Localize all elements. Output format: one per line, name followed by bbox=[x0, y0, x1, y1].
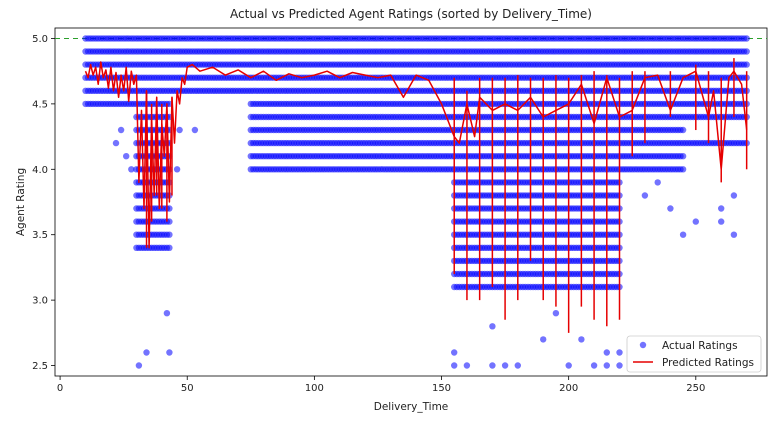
plot-frame bbox=[54, 27, 768, 377]
actual-rating-point bbox=[166, 349, 173, 356]
actual-rating-point bbox=[679, 126, 687, 134]
actual-rating-point bbox=[489, 362, 496, 369]
y-tick-label: 4.0 bbox=[32, 165, 48, 176]
actual-rating-point bbox=[667, 205, 674, 212]
actual-rating-point bbox=[191, 126, 199, 134]
y-tick-label: 4.5 bbox=[32, 99, 48, 110]
legend-actual-marker bbox=[639, 341, 647, 349]
actual-rating-point bbox=[166, 218, 173, 225]
actual-rating-point bbox=[743, 61, 750, 68]
actual-rating-point bbox=[166, 100, 173, 108]
actual-rating-point bbox=[590, 362, 598, 369]
actual-rating-point bbox=[463, 362, 471, 369]
actual-rating-point bbox=[578, 336, 585, 343]
legend-predicted-label: Predicted Ratings bbox=[662, 357, 754, 369]
x-tick-label: 50 bbox=[181, 383, 194, 394]
actual-rating-point bbox=[679, 153, 687, 160]
actual-rating-point bbox=[616, 362, 623, 369]
y-tick-label: 5.0 bbox=[32, 34, 48, 45]
actual-rating-point bbox=[603, 362, 610, 369]
actual-rating-point bbox=[163, 310, 171, 317]
actual-rating-point bbox=[603, 349, 610, 356]
y-tick-label: 2.5 bbox=[32, 361, 48, 372]
chart-title: Actual vs Predicted Agent Ratings (sorte… bbox=[230, 7, 592, 21]
actual-rating-point bbox=[718, 205, 725, 212]
actual-rating-point bbox=[743, 48, 750, 55]
actual-rating-point bbox=[616, 349, 623, 356]
actual-rating-point bbox=[654, 179, 661, 186]
x-tick-label: 0 bbox=[57, 383, 63, 394]
legend-box bbox=[626, 335, 762, 373]
actual-rating-point bbox=[679, 166, 687, 173]
actual-rating-point bbox=[166, 205, 173, 212]
y-axis-label: Agent Rating bbox=[15, 168, 27, 236]
actual-rating-point bbox=[501, 362, 509, 369]
actual-rating-point bbox=[679, 231, 687, 238]
y-tick-label: 3.0 bbox=[32, 296, 48, 307]
x-axis-ticks: 0 50 100 150 200 250 bbox=[57, 376, 705, 394]
actual-rating-point bbox=[692, 218, 699, 225]
actual-rating-point bbox=[166, 244, 173, 251]
actual-rating-point bbox=[540, 336, 547, 343]
x-tick-label: 100 bbox=[305, 383, 324, 394]
actual-rating-point bbox=[112, 139, 120, 147]
legend-actual-label: Actual Ratings bbox=[662, 340, 738, 352]
actual-rating-point bbox=[176, 126, 183, 134]
y-axis-ticks: 2.5 3.0 3.5 4.0 4.5 5.0 bbox=[32, 34, 55, 372]
actual-rating-point bbox=[117, 126, 125, 134]
x-tick-label: 250 bbox=[686, 383, 705, 394]
actual-rating-point bbox=[451, 362, 458, 369]
predicted-ratings-line bbox=[84, 58, 748, 333]
actual-rating-point bbox=[730, 192, 738, 199]
y-tick-label: 3.5 bbox=[32, 230, 48, 241]
actual-rating-point bbox=[123, 153, 130, 160]
actual-rating-point bbox=[489, 323, 496, 330]
actual-rating-point bbox=[514, 362, 521, 369]
actual-ratings-points bbox=[82, 35, 750, 369]
x-axis-label: Delivery_Time bbox=[374, 401, 449, 413]
plot-area bbox=[55, 35, 767, 369]
actual-rating-point bbox=[718, 218, 725, 225]
actual-rating-point bbox=[143, 349, 150, 356]
actual-rating-point bbox=[451, 349, 458, 356]
actual-rating-point bbox=[730, 231, 738, 238]
actual-rating-point bbox=[135, 362, 143, 369]
x-tick-label: 150 bbox=[432, 383, 451, 394]
legend: Actual Ratings Predicted Ratings bbox=[626, 335, 762, 373]
actual-rating-point bbox=[552, 310, 560, 317]
actual-rating-point bbox=[565, 362, 572, 369]
actual-rating-point bbox=[641, 192, 649, 199]
actual-rating-point bbox=[128, 166, 135, 173]
x-tick-label: 200 bbox=[559, 383, 578, 394]
actual-rating-point bbox=[173, 166, 181, 173]
actual-rating-point bbox=[743, 35, 750, 42]
actual-rating-point bbox=[166, 231, 173, 238]
